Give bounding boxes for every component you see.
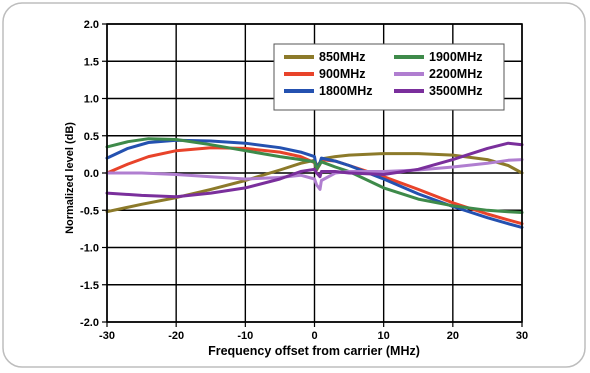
line-chart: -30 -20 -10 0 10 20 30 2.0 1.5 1.0 0.5 0.0 -0.5 -1.0… — [2, 2, 586, 368]
x-axis-label: Frequency offset from carrier (MHz) — [208, 344, 420, 358]
y-tick-label: -1.5 — [80, 280, 99, 292]
x-tick-label: -20 — [168, 330, 184, 342]
legend-label: 3500MHz — [429, 84, 483, 98]
chart-frame: -30 -20 -10 0 10 20 30 2.0 1.5 1.0 0.5 0.0 -0.5 -1.0… — [2, 2, 586, 368]
legend-label: 900MHz — [319, 67, 366, 81]
series-line-3500mhz — [105, 141, 524, 199]
y-tick-label: -1.0 — [80, 243, 99, 255]
x-tick-label: -30 — [99, 330, 115, 342]
legend-label: 850MHz — [319, 50, 366, 64]
y-tick-labels: 2.0 1.5 1.0 0.5 0.0 -0.5 -1.0 -1.5 -2.0 — [80, 19, 99, 329]
y-tick-label: 0.0 — [84, 168, 99, 180]
legend-label: 2200MHz — [429, 67, 483, 81]
y-tick-label: 1.5 — [84, 56, 99, 68]
series-lines — [105, 137, 524, 229]
series-line-2200mhz — [105, 158, 524, 191]
x-tick-label: 10 — [378, 330, 390, 342]
legend-label: 1800MHz — [319, 84, 373, 98]
x-tick-label: -10 — [237, 330, 253, 342]
y-axis-label: Normalized level (dB) — [64, 122, 76, 234]
series-line-1900mhz — [105, 137, 524, 214]
y-tick-label: 1.0 — [84, 94, 99, 106]
y-tick-label: 2.0 — [84, 19, 99, 31]
x-tick-label: 30 — [516, 330, 528, 342]
legend-label: 1900MHz — [429, 50, 483, 64]
legend: 850MHz 1900MHz 900MHz 2200MHz 1800MHz 3500MHz — [273, 43, 505, 111]
x-tick-labels: -30 -20 -10 0 10 20 30 — [99, 330, 528, 342]
y-tick-label: -0.5 — [80, 205, 99, 217]
x-tick-label: 0 — [311, 330, 317, 342]
y-tick-label: -2.0 — [80, 317, 99, 329]
tick-marks — [102, 23, 523, 327]
y-tick-label: 0.5 — [84, 131, 99, 143]
x-tick-label: 20 — [447, 330, 459, 342]
